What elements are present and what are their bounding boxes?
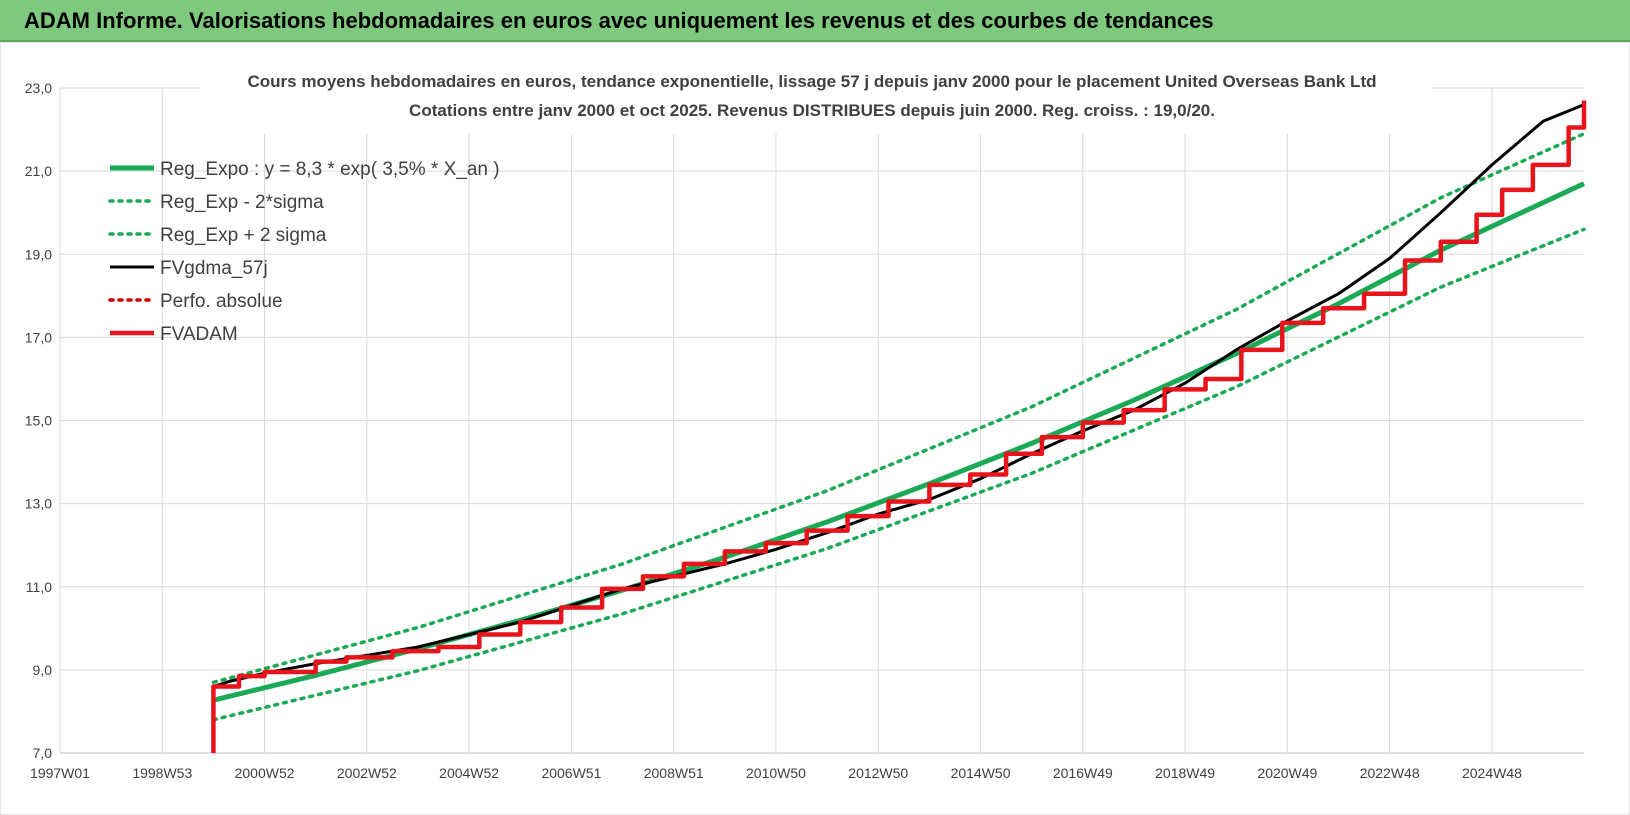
grid-lines [59, 87, 1584, 754]
x-tick-label: 1997W01 [30, 765, 90, 781]
y-tick-label: 23,0 [25, 80, 52, 96]
legend-label: Reg_Exp - 2*sigma [160, 192, 324, 213]
series-line [211, 131, 1586, 685]
series-layer [211, 100, 1587, 753]
chart-frame [0, 42, 1630, 815]
x-tick-label: 2006W51 [541, 765, 601, 781]
x-tick-label: 2020W49 [1257, 765, 1317, 781]
x-tick-label: 2012W50 [848, 765, 908, 781]
title-background [200, 64, 1432, 134]
y-tick-label: 19,0 [25, 246, 52, 262]
chart-subtitle: Cotations entre janv 2000 et oct 2025. R… [409, 101, 1215, 120]
legend-label: Reg_Exp + 2 sigma [160, 225, 327, 246]
y-tick-label: 21,0 [25, 163, 52, 179]
x-tick-label: 2002W52 [337, 765, 397, 781]
axes: 7,0 9,0 11,0 13,0 15,0 17,0 19,0 21,0 23,0 1997W0… [25, 80, 1584, 781]
y-tick-label: 7,0 [33, 745, 53, 761]
legend-label: Perfo. absolue [160, 291, 283, 312]
x-tick-label: 2000W52 [235, 765, 295, 781]
x-tick-label: 2024W48 [1462, 765, 1522, 781]
series-line [211, 100, 1587, 753]
legend-label: FVgdma_57j [160, 258, 268, 279]
report-title: ADAM Informe. Valorisations hebdomadaire… [24, 8, 1214, 33]
x-tick-label: 2022W48 [1360, 765, 1420, 781]
x-tick-label: 1998W53 [132, 765, 192, 781]
y-tick-label: 13,0 [25, 496, 52, 512]
x-tick-label: 2014W50 [951, 765, 1011, 781]
series-line [211, 227, 1586, 722]
y-tick-label: 17,0 [25, 329, 52, 345]
x-tick-label: 2010W50 [746, 765, 806, 781]
y-tick-label: 15,0 [25, 413, 52, 429]
x-tick-label: 2008W51 [644, 765, 704, 781]
report-banner: ADAM Informe. Valorisations hebdomadaire… [0, 0, 1630, 42]
y-tick-label: 9,0 [33, 662, 53, 678]
y-tick-label: 11,0 [26, 579, 52, 595]
legend-label: FVADAM [160, 324, 238, 345]
chart-area: 7,0 9,0 11,0 13,0 15,0 17,0 19,0 21,0 23,0 1997W0… [0, 42, 1630, 815]
legend: Reg_Expo : y = 8,3 * exp( 3,5% * X_an ) R… [108, 159, 500, 345]
legend-label: Reg_Expo : y = 8,3 * exp( 3,5% * X_an ) [160, 159, 500, 180]
x-tick-label: 2016W49 [1053, 765, 1113, 781]
chart-title: Cours moyens hebdomadaires en euros, ten… [248, 72, 1377, 91]
x-tick-label: 2004W52 [439, 765, 499, 781]
x-tick-label: 2018W49 [1155, 765, 1215, 781]
